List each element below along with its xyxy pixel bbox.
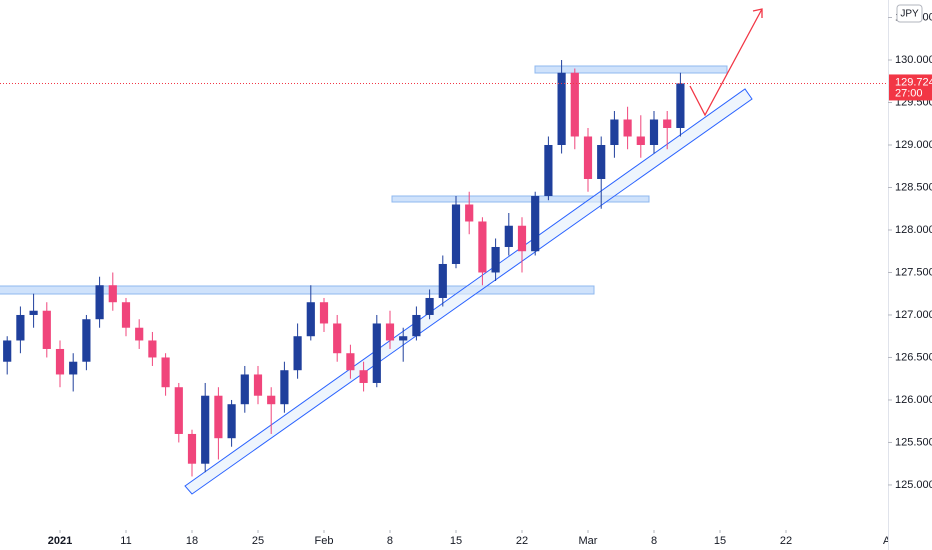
- arrow-head: [752, 8, 763, 18]
- candle-body: [478, 221, 487, 273]
- candle-body: [663, 119, 672, 128]
- candle-body: [636, 136, 645, 145]
- candle-body: [372, 323, 381, 383]
- candle-body: [583, 136, 593, 179]
- candle-body: [465, 204, 474, 222]
- y-tick-label: 126.000: [895, 394, 932, 406]
- candle-body: [412, 314, 421, 337]
- candle-body: [253, 374, 263, 396]
- candle-body: [346, 353, 355, 371]
- x-tick-label: 22: [516, 535, 528, 547]
- projection: [689, 8, 763, 117]
- candle-body: [69, 361, 78, 375]
- candle-body: [597, 144, 606, 179]
- x-tick-label: 22: [780, 535, 792, 547]
- candle-body: [385, 323, 395, 341]
- candle-body: [55, 348, 65, 375]
- y-tick-label: 128.500: [895, 181, 932, 193]
- last-price-box: [889, 74, 932, 101]
- support-zone: [391, 195, 650, 203]
- candle-body: [623, 119, 632, 137]
- y-tick-label: 127.000: [895, 309, 932, 321]
- y-tick-label: 128.000: [895, 224, 932, 236]
- y-tick-label: 130.000: [895, 54, 932, 66]
- currency-badge: JPY: [896, 4, 923, 23]
- candle-body: [82, 319, 91, 362]
- support-zone: [0, 285, 595, 295]
- x-tick-label: Mar: [579, 535, 598, 547]
- candle-body: [359, 370, 368, 383]
- candle-body: [42, 310, 51, 349]
- candle-body: [201, 395, 210, 464]
- candle-body: [610, 119, 619, 145]
- x-tick-label: 8: [387, 535, 393, 547]
- candle-body: [649, 119, 659, 145]
- candle-body: [280, 370, 289, 405]
- candle-body: [161, 357, 170, 388]
- x-tick-label: Apr: [883, 535, 900, 547]
- y-tick-label: 129.000: [895, 139, 932, 151]
- resistance-zone: [534, 65, 728, 74]
- drawings: [0, 65, 753, 495]
- x-tick-label: 25: [252, 535, 264, 547]
- candle-body: [319, 302, 329, 324]
- candle-body: [451, 204, 461, 264]
- x-tick-label: 8: [651, 535, 657, 547]
- candle-body: [227, 404, 236, 439]
- y-tick-label: 126.500: [895, 351, 932, 363]
- x-axis: 2021 11 18 25 Feb 8 15 22 Mar 8 15 22 Apr: [48, 530, 900, 547]
- candle-body: [148, 340, 157, 358]
- candle-body: [333, 323, 342, 354]
- candle-body: [135, 327, 144, 341]
- candle-body: [504, 225, 513, 247]
- candle-body: [557, 72, 566, 145]
- x-tick-label: 18: [186, 535, 198, 547]
- y-tick-label: 127.500: [895, 266, 932, 278]
- candle-body: [544, 144, 553, 196]
- candle-body: [240, 374, 249, 405]
- candle-body: [214, 395, 223, 439]
- candle-body: [438, 263, 447, 298]
- candle-body: [399, 336, 408, 341]
- candle-body: [29, 310, 38, 315]
- candle-body: [121, 302, 131, 328]
- candle-body: [16, 314, 25, 341]
- candle-body: [293, 336, 302, 371]
- y-tick-label: 125.500: [895, 436, 932, 448]
- candle-body: [531, 195, 540, 252]
- candle-body: [187, 433, 197, 464]
- candle-body: [491, 246, 500, 273]
- trend-channel: [184, 88, 753, 495]
- x-tick-label: 2021: [48, 535, 72, 547]
- candle-body: [306, 302, 315, 337]
- currency: JPY: [900, 9, 919, 20]
- candle-body: [95, 285, 104, 320]
- x-tick-label: 11: [120, 535, 131, 547]
- candle-body: [570, 72, 579, 137]
- x-tick-label: 15: [714, 535, 726, 547]
- candle-body: [108, 285, 117, 303]
- candle-body: [3, 340, 12, 362]
- x-tick-label: 15: [450, 535, 462, 547]
- x-tick-label: Feb: [315, 535, 334, 547]
- candles: [3, 60, 685, 477]
- badge-box: [896, 4, 923, 23]
- candle-body: [517, 225, 527, 252]
- countdown: 27:00: [895, 87, 923, 99]
- y-tick-label: 125.000: [895, 479, 932, 491]
- last-price-label: 129.724: [895, 76, 932, 88]
- candle-body: [267, 395, 276, 405]
- candle-body: [174, 387, 183, 434]
- candle-body: [676, 83, 685, 128]
- candle-body: [425, 297, 434, 315]
- projection-arrow: [689, 8, 763, 117]
